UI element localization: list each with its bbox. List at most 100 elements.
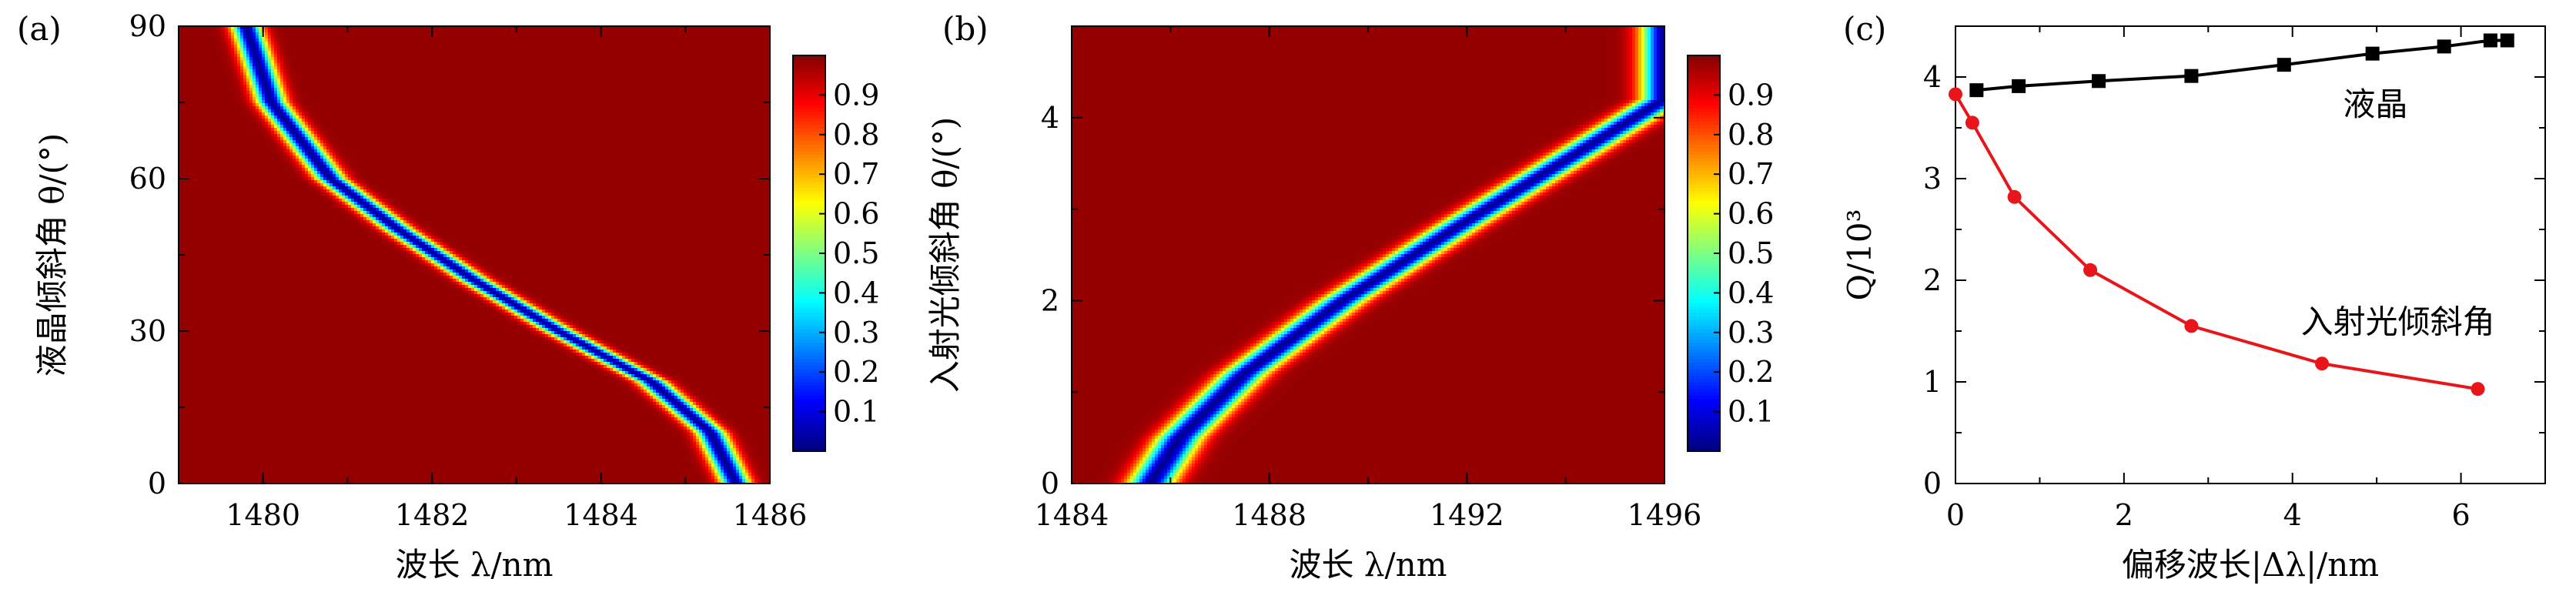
heatmap-cell: [206, 57, 209, 60]
heatmap-cell: [237, 45, 240, 48]
heatmap-cell: [647, 42, 650, 45]
heatmap-cell: [293, 29, 296, 32]
heatmap-cell: [551, 45, 554, 48]
heatmap-cell: [530, 48, 533, 51]
heatmap-cell: [286, 57, 289, 60]
heatmap-cell: [373, 54, 376, 57]
heatmap-cell: [422, 45, 425, 48]
heatmap-cell: [357, 48, 360, 51]
heatmap-cell: [453, 45, 456, 48]
heatmap-cell: [711, 63, 714, 66]
heatmap-cell: [745, 48, 748, 51]
heatmap-cell: [690, 60, 693, 63]
heatmap-cell: [727, 38, 730, 42]
heatmap-cell: [437, 51, 440, 54]
heatmap-cell: [265, 29, 268, 32]
heatmap-cell: [302, 29, 305, 32]
heatmap-cell: [487, 42, 490, 45]
heatmap-cell: [348, 60, 351, 63]
heatmap-cell: [647, 63, 650, 66]
heatmap-cell: [434, 51, 437, 54]
heatmap-cell: [185, 29, 188, 32]
heatmap-cell: [308, 48, 311, 51]
heatmap-cell: [323, 45, 326, 48]
heatmap-cell: [733, 29, 736, 32]
heatmap-cell: [271, 32, 274, 35]
heatmap-cell: [237, 42, 240, 45]
heatmap-cell: [271, 63, 274, 66]
heatmap-cell: [733, 45, 736, 48]
heatmap-cell: [280, 54, 283, 57]
heatmap-cell: [727, 51, 730, 54]
heatmap-cell: [681, 57, 684, 60]
heatmap-cell: [299, 60, 302, 63]
heatmap-cell: [339, 51, 342, 54]
heatmap-cell: [610, 51, 613, 54]
heatmap-cell: [699, 29, 702, 32]
heatmap-cell: [619, 38, 622, 42]
heatmap-cell: [348, 57, 351, 60]
heatmap-cell: [462, 42, 465, 45]
heatmap-cell: [397, 35, 400, 38]
heatmap-cell: [736, 48, 739, 51]
heatmap-cell: [437, 45, 440, 48]
heatmap-cell: [641, 32, 644, 35]
heatmap-cell: [253, 42, 256, 45]
heatmap-cell: [293, 63, 296, 66]
heatmap-cell: [243, 54, 246, 57]
heatmap-cell: [443, 32, 447, 35]
heatmap-cell: [520, 45, 524, 48]
heatmap-cell: [610, 29, 613, 32]
heatmap-cell: [514, 63, 517, 66]
heatmap-cell: [505, 51, 508, 54]
heatmap-cell: [443, 48, 447, 51]
heatmap-cell: [228, 35, 231, 38]
heatmap-cell: [228, 45, 231, 48]
heatmap-cell: [197, 42, 200, 45]
heatmap-cell: [758, 45, 761, 48]
heatmap-cell: [231, 57, 234, 60]
heatmap-cell: [296, 35, 299, 38]
heatmap-cell: [357, 42, 360, 45]
heatmap-cell: [751, 42, 754, 45]
heatmap-cell: [625, 29, 628, 32]
heatmap-cell: [502, 54, 505, 57]
heatmap-cell: [330, 51, 333, 54]
heatmap-cell: [373, 35, 376, 38]
heatmap-cell: [274, 54, 277, 57]
heatmap-cell: [653, 29, 656, 32]
heatmap-cell: [400, 38, 403, 42]
heatmap-cell: [397, 51, 400, 54]
heatmap-cell: [296, 63, 299, 66]
heatmap-cell: [406, 54, 410, 57]
heatmap-cell: [607, 45, 610, 48]
heatmap-cell: [594, 42, 597, 45]
heatmap-cell: [696, 57, 699, 60]
heatmap-cell: [194, 63, 197, 66]
heatmap-cell: [413, 63, 416, 66]
heatmap-cell: [453, 60, 456, 63]
heatmap-cell: [668, 54, 671, 57]
heatmap-cell: [240, 60, 243, 63]
heatmap-cell: [524, 35, 527, 38]
heatmap-cell: [641, 54, 644, 57]
heatmap-cell: [684, 63, 687, 66]
heatmap-cell: [443, 57, 447, 60]
heatmap-cell: [539, 29, 542, 32]
heatmap-cell: [259, 63, 262, 66]
heatmap-cell: [385, 57, 388, 60]
heatmap-cell: [480, 63, 483, 66]
heatmap-cell: [539, 57, 542, 60]
heatmap-cell: [339, 32, 342, 35]
heatmap-cell: [644, 51, 647, 54]
heatmap-cell: [588, 29, 591, 32]
heatmap-cell: [419, 57, 422, 60]
heatmap-cell: [188, 38, 191, 42]
heatmap-cell: [191, 60, 194, 63]
heatmap-cell: [256, 29, 259, 32]
heatmap-cell: [684, 57, 687, 60]
heatmap-cell: [302, 63, 305, 66]
heatmap-cell: [468, 45, 471, 48]
heatmap-cell: [259, 42, 262, 45]
heatmap-cell: [671, 63, 674, 66]
